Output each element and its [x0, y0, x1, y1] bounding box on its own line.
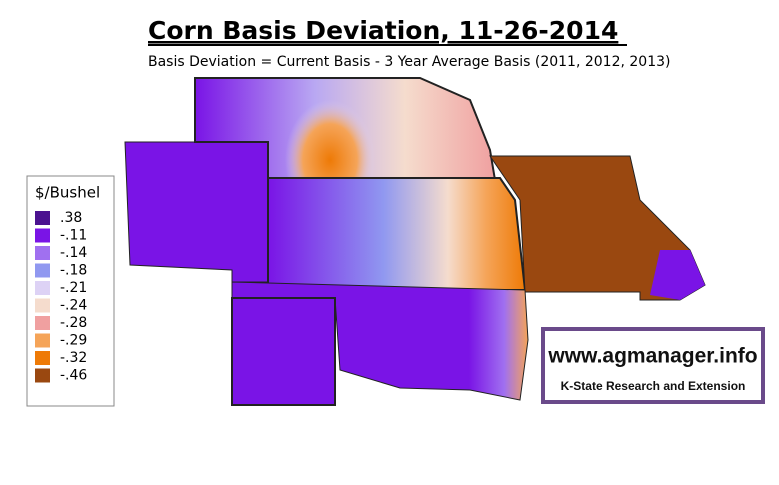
legend-swatch [35, 351, 50, 365]
legend-label: -.21 [60, 280, 87, 296]
legend-swatch [35, 368, 50, 383]
logo-org: K-State Research and Extension [561, 379, 746, 393]
legend-swatch [35, 333, 50, 348]
legend-swatch [35, 298, 50, 313]
logo-box [541, 327, 765, 404]
legend-swatch [35, 211, 50, 225]
logo-url: www.agmanager.info [547, 345, 757, 368]
kansas [267, 177, 527, 291]
legend-label: -.28 [60, 315, 87, 331]
legend-label: -.46 [60, 368, 87, 384]
subtitle: Basis Deviation = Current Basis - 3 Year… [148, 54, 670, 70]
legend-label: .38 [60, 210, 82, 226]
colorado [124, 141, 269, 283]
legend-swatch [35, 228, 50, 243]
legend-label: -.18 [60, 263, 87, 279]
legend-label: -.14 [60, 245, 87, 261]
legend-swatch [35, 246, 50, 260]
legend-items: .38 -.11-.14 -.18-.21 -.24-.28 -.29-.32 -.46 [35, 210, 87, 384]
legend-label: -.11 [60, 228, 87, 244]
legend-swatch [35, 316, 50, 330]
legend-title: $/Bushel [35, 184, 100, 202]
legend-label: -.29 [60, 333, 87, 349]
title: Corn Basis Deviation, 11-26-2014 [148, 16, 618, 45]
legend-label: -.24 [60, 298, 87, 314]
legend-swatch [35, 263, 50, 278]
missouri-east [650, 250, 705, 300]
legend-label: -.32 [60, 350, 87, 366]
texas-panhandle [231, 297, 336, 406]
legend-swatch [35, 281, 50, 295]
